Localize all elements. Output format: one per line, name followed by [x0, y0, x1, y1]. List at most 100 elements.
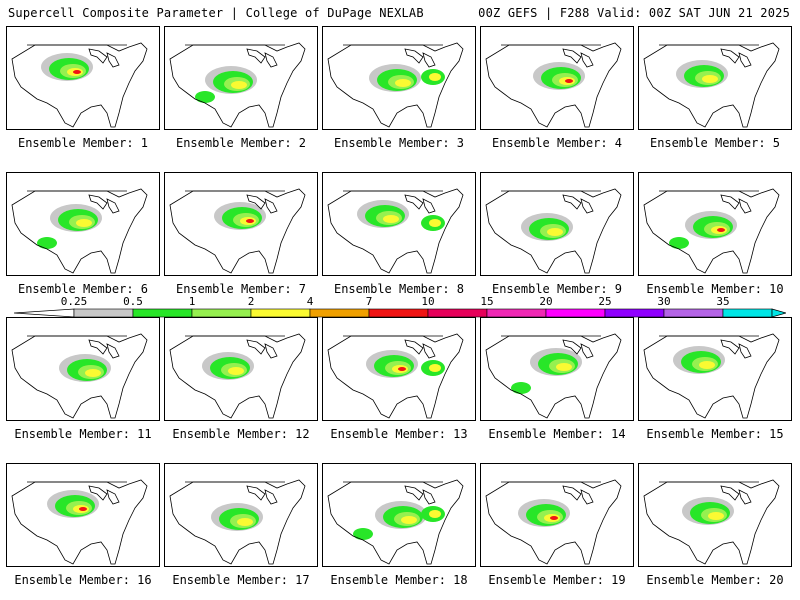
colorbar-tick-label: 20: [539, 295, 553, 308]
great-lakes: [562, 339, 594, 359]
colorbar-segment: [545, 308, 606, 318]
country-outline: [327, 333, 464, 419]
ensemble-member-label-4: Ensemble Member: 4: [491, 136, 623, 150]
ensemble-panel-5: [638, 26, 792, 130]
scp-contour: [79, 507, 87, 511]
scp-contour: [353, 528, 373, 540]
great-lakes: [720, 194, 752, 214]
country-outline: [11, 479, 148, 565]
ensemble-member-label-17: Ensemble Member: 17: [172, 573, 310, 587]
ensemble-member-label-20: Ensemble Member: 20: [646, 573, 784, 587]
ensemble-panel-14: [480, 317, 634, 421]
map-panel-7: [169, 188, 306, 274]
color-scale-legend: 0.25 0.5 1 2 4 7 10 15 20 25 30 35: [13, 295, 788, 323]
country-outline: [327, 479, 464, 565]
country-outline: [485, 42, 622, 128]
great-lakes: [404, 194, 436, 214]
ensemble-member-label-8: Ensemble Member: 8: [333, 282, 465, 296]
map-panel-12: [169, 333, 306, 419]
scp-contour: [195, 91, 215, 103]
scp-contour: [429, 510, 441, 518]
ensemble-member-label-19: Ensemble Member: 19: [488, 573, 626, 587]
country-outline: [485, 479, 622, 565]
scp-contour: [702, 75, 718, 83]
colorbar-segment: [309, 308, 370, 318]
great-lakes: [720, 339, 752, 359]
colorbar-tick-label: 15: [480, 295, 494, 308]
great-lakes: [562, 485, 594, 505]
country-outline: [11, 188, 148, 274]
ensemble-panel-13: [322, 317, 476, 421]
country-outline: [169, 188, 306, 274]
colorbar-segment: [368, 308, 429, 318]
great-lakes: [562, 48, 594, 68]
colorbar-tick-label: 1: [188, 295, 196, 308]
ensemble-member-label-12: Ensemble Member: 12: [172, 427, 310, 441]
great-lakes: [562, 194, 594, 214]
ensemble-panel-1: [6, 26, 160, 130]
map-panel-15: [643, 333, 780, 419]
ensemble-panel-20: [638, 463, 792, 567]
ensemble-member-label-10: Ensemble Member: 10: [646, 282, 784, 296]
ensemble-member-label-9: Ensemble Member: 9: [491, 282, 623, 296]
scp-contour: [429, 73, 441, 81]
map-panel-11: [11, 333, 148, 419]
scp-contour: [547, 228, 563, 236]
ensemble-member-label-5: Ensemble Member: 5: [649, 136, 781, 150]
scp-contour: [717, 228, 725, 232]
scp-contour: [73, 70, 81, 74]
country-outline: [643, 42, 780, 128]
ensemble-member-label-13: Ensemble Member: 13: [330, 427, 468, 441]
ensemble-member-label-6: Ensemble Member: 6: [17, 282, 149, 296]
ensemble-member-label-18: Ensemble Member: 18: [330, 573, 468, 587]
colorbar-segment: [191, 308, 252, 318]
scp-contour: [429, 364, 441, 372]
country-outline: [327, 42, 464, 128]
ensemble-panel-15: [638, 317, 792, 421]
map-panel-3: [327, 42, 464, 128]
ensemble-panel-10: [638, 172, 792, 276]
great-lakes: [88, 194, 120, 214]
great-lakes: [88, 339, 120, 359]
country-outline: [327, 188, 464, 274]
ensemble-panel-19: [480, 463, 634, 567]
great-lakes: [404, 339, 436, 359]
scp-contour: [395, 79, 411, 87]
country-outline: [169, 479, 306, 565]
colorbar-tick-label: 2: [247, 295, 255, 308]
ensemble-panel-16: [6, 463, 160, 567]
country-outline: [11, 333, 148, 419]
great-lakes: [88, 485, 120, 505]
ensemble-member-label-11: Ensemble Member: 11: [14, 427, 152, 441]
great-lakes: [720, 485, 752, 505]
colorbar-segment: [73, 308, 134, 318]
ensemble-panel-18: [322, 463, 476, 567]
country-outline: [643, 188, 780, 274]
map-panel-2: [169, 42, 306, 128]
country-outline: [643, 479, 780, 565]
ensemble-panel-9: [480, 172, 634, 276]
ensemble-panel-4: [480, 26, 634, 130]
scp-contour: [550, 516, 558, 520]
colorbar-segment: [486, 308, 547, 318]
colorbar-right-arrow: [771, 308, 788, 318]
ensemble-member-label-1: Ensemble Member: 1: [17, 136, 149, 150]
map-panel-5: [643, 42, 780, 128]
scp-contour: [237, 518, 253, 526]
colorbar-tick-label: 35: [716, 295, 730, 308]
colorbar-tick-label: 25: [598, 295, 612, 308]
colorbar-tick-label: 7: [365, 295, 373, 308]
colorbar-segment: [250, 308, 311, 318]
colorbar-tick-label: 30: [657, 295, 671, 308]
ensemble-member-label-16: Ensemble Member: 16: [14, 573, 152, 587]
scp-contour: [76, 219, 92, 227]
map-panel-9: [485, 188, 622, 274]
map-panel-6: [11, 188, 148, 274]
great-lakes: [720, 48, 752, 68]
map-panel-8: [327, 188, 464, 274]
ensemble-member-label-15: Ensemble Member: 15: [646, 427, 784, 441]
ensemble-panel-12: [164, 317, 318, 421]
ensemble-panel-7: [164, 172, 318, 276]
ensemble-panel-6: [6, 172, 160, 276]
country-outline: [485, 333, 622, 419]
